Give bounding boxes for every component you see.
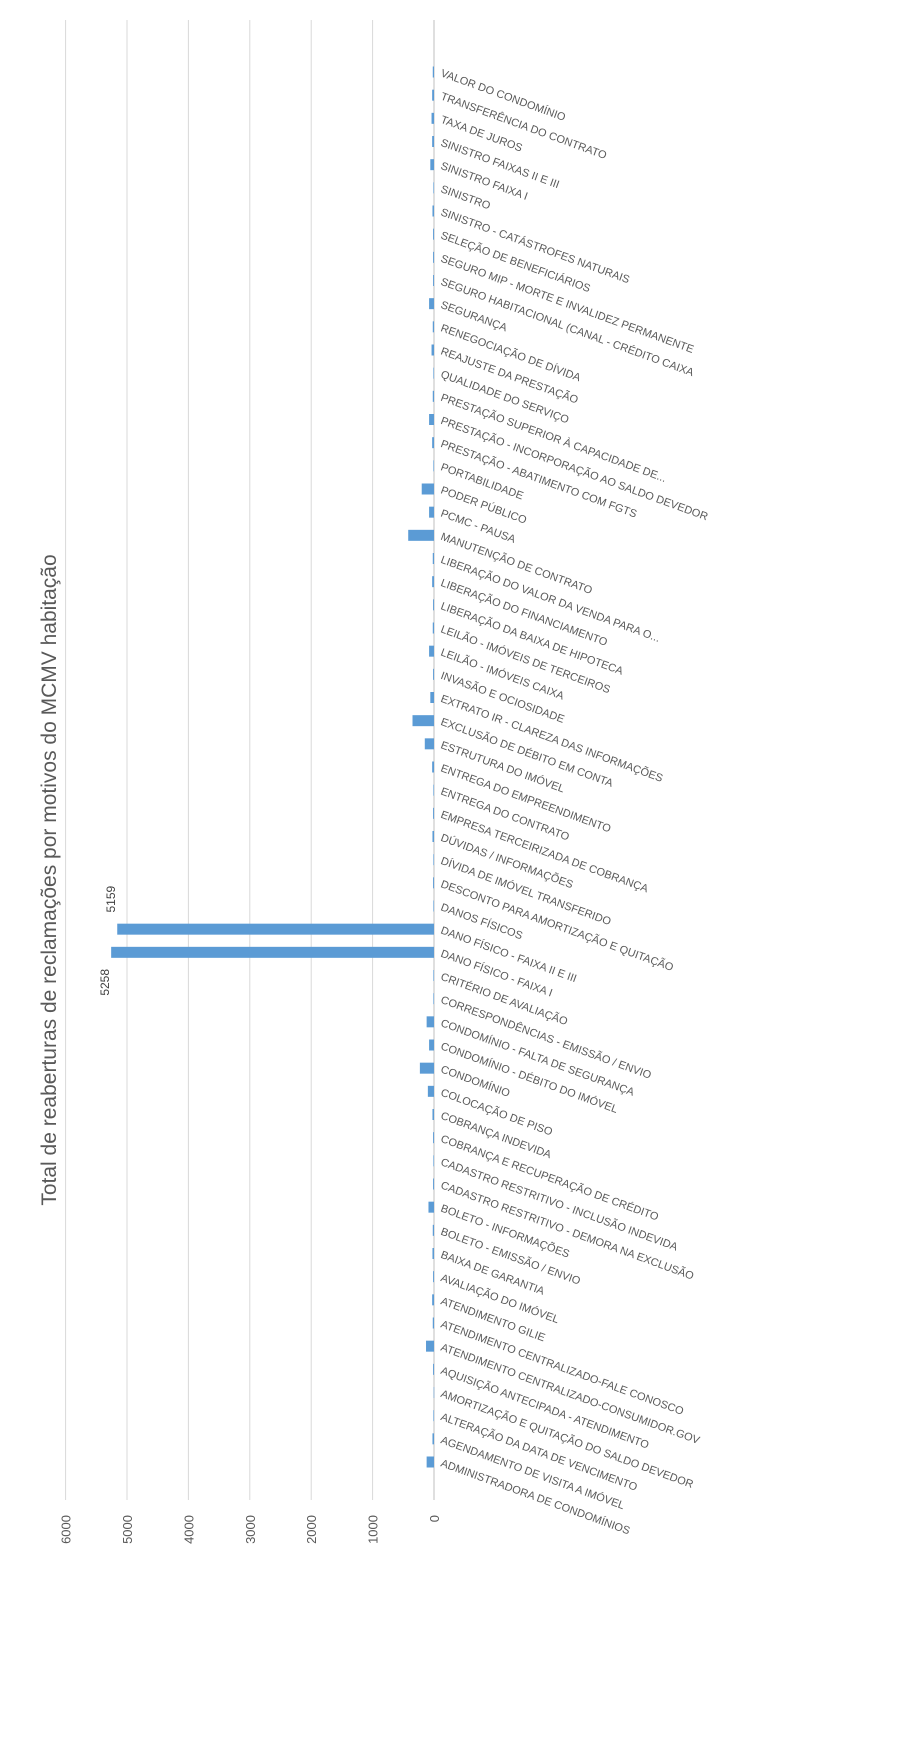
tick-label: 6000 (59, 1515, 74, 1544)
bar (432, 1248, 434, 1259)
bar (424, 738, 434, 750)
bar (433, 993, 434, 1005)
bar (432, 136, 434, 147)
bar (428, 1201, 434, 1213)
bar (426, 1340, 434, 1352)
bar (433, 1178, 434, 1190)
bar (433, 1363, 434, 1375)
bar (432, 576, 434, 588)
chart-title: Total de reaberturas de reclamações por … (38, 554, 61, 1205)
bar (430, 159, 434, 171)
bar (429, 645, 434, 657)
bar (433, 1271, 434, 1283)
category-labels: ADMINISTRADORA DE CONDOMÍNIOSAGENDAMENTO… (439, 67, 710, 1538)
data-label: 5258 (98, 969, 112, 996)
bar (427, 1085, 434, 1097)
bar (426, 1016, 434, 1028)
bar (433, 275, 434, 286)
bar (431, 112, 434, 124)
tick-label: 1000 (366, 1515, 381, 1544)
bar (433, 970, 434, 981)
bar (432, 1109, 434, 1120)
bar (433, 182, 434, 194)
bar (432, 622, 434, 634)
tick-label: 5000 (120, 1515, 135, 1544)
bar (419, 1062, 434, 1074)
bar (431, 344, 434, 356)
bar (433, 1387, 435, 1398)
bar (433, 367, 434, 379)
bar (432, 89, 434, 101)
bar (433, 668, 434, 680)
bar (433, 460, 434, 472)
bar (433, 877, 434, 889)
bar (433, 854, 434, 866)
tick-label: 2000 (304, 1515, 319, 1544)
bar (433, 599, 434, 611)
bar (429, 1039, 434, 1051)
bar (421, 483, 434, 495)
gridlines (65, 20, 435, 1500)
bar (111, 946, 434, 958)
bar (433, 1410, 434, 1422)
bar (432, 1317, 434, 1329)
bar (432, 321, 434, 333)
bar (433, 1155, 434, 1167)
bar (432, 1294, 434, 1306)
tick-label: 0 (427, 1515, 442, 1522)
bar (432, 437, 434, 449)
bar (412, 715, 434, 727)
data-label: 5159 (104, 885, 118, 912)
tick-labels: 0 1000 2000 3000 4000 5000 6000 (59, 1515, 442, 1544)
bar (426, 1456, 434, 1468)
bars (111, 66, 435, 1468)
bar (432, 831, 434, 842)
tick-label: 4000 (181, 1515, 196, 1544)
bar (433, 807, 434, 819)
bar (430, 692, 434, 703)
tick-label: 3000 (243, 1515, 258, 1544)
bar (429, 506, 434, 518)
bar (432, 1224, 434, 1236)
bar (432, 205, 434, 217)
bar (432, 761, 434, 773)
bar (408, 529, 434, 541)
bar (429, 298, 434, 310)
bar (433, 900, 434, 912)
bar (432, 553, 434, 564)
data-labels: 5258 5159 (98, 885, 118, 995)
bar (433, 228, 434, 240)
bar (432, 390, 434, 402)
bar (433, 784, 434, 796)
bar (432, 66, 434, 78)
bar (429, 414, 434, 425)
bar (433, 251, 434, 263)
bar (432, 1433, 434, 1445)
bar (433, 1132, 434, 1144)
bar (117, 923, 434, 935)
